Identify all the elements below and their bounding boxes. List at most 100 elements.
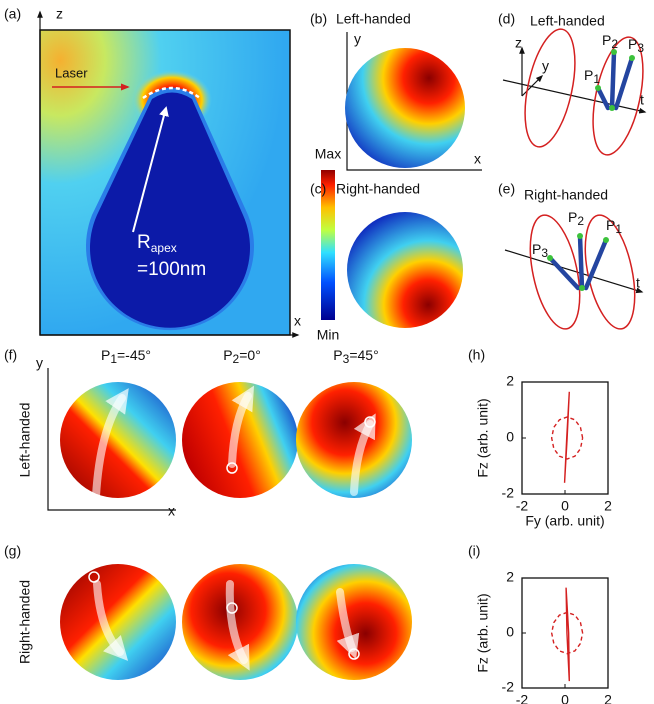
apex-arc	[142, 86, 201, 100]
rotation-arrow	[93, 580, 129, 661]
p-sub: 2	[577, 214, 584, 228]
helix	[592, 36, 644, 156]
p-rest: =0°	[239, 347, 261, 363]
vector	[613, 55, 635, 111]
sphere	[182, 382, 298, 498]
y-tick-label: 0	[506, 429, 514, 445]
sphere	[60, 382, 176, 498]
panel-label: (b)	[310, 11, 327, 27]
p: P	[584, 67, 593, 83]
tip	[90, 92, 251, 328]
p-sub: 1	[593, 72, 600, 86]
marker	[348, 648, 360, 660]
point-label: P2	[568, 209, 584, 228]
y-axis-label: Fz (arb. unit)	[475, 398, 491, 477]
r-sub: apex	[151, 241, 177, 255]
panel-e: (e) Right-handed t P1 P2 P3	[498, 181, 644, 330]
p-sub: 3	[541, 246, 548, 260]
p-sub: 1	[615, 222, 622, 236]
point-label: P3	[628, 36, 644, 55]
axis-label: y	[36, 355, 43, 371]
y-axis	[521, 74, 544, 97]
t-axis	[504, 249, 644, 294]
marker	[87, 495, 99, 507]
p: P	[333, 347, 342, 363]
point	[603, 237, 609, 243]
axis-label: t	[636, 275, 640, 291]
rotation-arrow	[225, 580, 250, 671]
axis-label: t	[640, 92, 644, 108]
marker	[88, 571, 100, 583]
panel-d: (d) Left-handed z y t P1 P2 P3	[498, 11, 647, 156]
p-sub: 1	[110, 352, 117, 366]
panel-title: Right-handed	[524, 187, 608, 203]
vector	[547, 255, 581, 291]
point	[579, 285, 585, 291]
axis-label: x	[168, 503, 175, 519]
panel-label: (f)	[4, 347, 17, 363]
column-title: P2=0°	[223, 347, 261, 366]
point	[609, 105, 615, 111]
p: P	[101, 347, 110, 363]
panel-label: (c)	[310, 181, 326, 197]
x-tick-label: 2	[604, 692, 612, 704]
y-tick-label: -2	[502, 679, 515, 695]
rotation-arrow	[350, 413, 376, 496]
radius-value: =100nm	[137, 259, 206, 280]
point	[595, 85, 601, 91]
axes	[346, 32, 482, 171]
panel-f: (f) P1=-45° P2=0° P3=45° Left-handed y x	[4, 347, 412, 519]
panel-label: (h)	[468, 347, 485, 363]
sphere	[182, 564, 298, 680]
marker	[364, 416, 376, 428]
axis-label: x	[474, 151, 481, 167]
y-tick-label: 2	[506, 373, 514, 389]
x-tick-label: 0	[561, 692, 569, 704]
x-tick-label: -2	[516, 498, 529, 514]
colorbar: Max Min	[315, 146, 341, 343]
t-axis	[502, 79, 647, 114]
p-sub: 2	[611, 37, 618, 51]
force-trace	[550, 416, 584, 460]
point	[547, 255, 553, 261]
sphere	[60, 564, 176, 680]
column-title: P1=-45°	[101, 347, 151, 366]
rotation-arrow	[228, 385, 255, 468]
x-tick-label: -2	[516, 692, 529, 704]
panel-title: Left-handed	[530, 13, 605, 29]
axis-label: y	[354, 31, 361, 47]
vector	[577, 233, 585, 291]
y-tick-label: 0	[506, 624, 514, 640]
panel-title: Right-handed	[336, 181, 420, 197]
y-tick-label: -2	[502, 485, 515, 501]
panel-label: (e)	[498, 181, 515, 197]
sphere	[296, 564, 412, 680]
axis-label: z	[56, 6, 63, 22]
panel-label: (d)	[498, 11, 515, 27]
point	[629, 55, 635, 61]
p-sub: 2	[233, 352, 240, 366]
x-tick-label: 0	[561, 498, 569, 514]
panel-a: (a) z x Laser Rapex =100nm	[4, 6, 301, 338]
marker	[226, 462, 238, 474]
sphere	[345, 48, 465, 168]
row-label: Right-handed	[17, 580, 33, 664]
r-base: R	[137, 232, 151, 253]
colorbar-bar	[321, 170, 335, 320]
point-label: P1	[606, 217, 622, 236]
panel-c: (c) Right-handed	[310, 181, 463, 328]
p-rest: =-45°	[117, 347, 151, 363]
panel-b: (b) Left-handed y x	[310, 11, 482, 171]
y-tick-label: 2	[506, 569, 514, 585]
helix	[524, 28, 576, 148]
rotation-arrow	[336, 588, 360, 660]
p: P	[532, 241, 541, 257]
p-sub: 3	[637, 41, 644, 55]
axis-label: z	[515, 35, 522, 51]
axes	[47, 368, 176, 511]
axis-label: x	[294, 313, 301, 329]
panel-label: (i)	[468, 543, 480, 559]
helix	[529, 214, 581, 330]
vector	[583, 237, 609, 291]
